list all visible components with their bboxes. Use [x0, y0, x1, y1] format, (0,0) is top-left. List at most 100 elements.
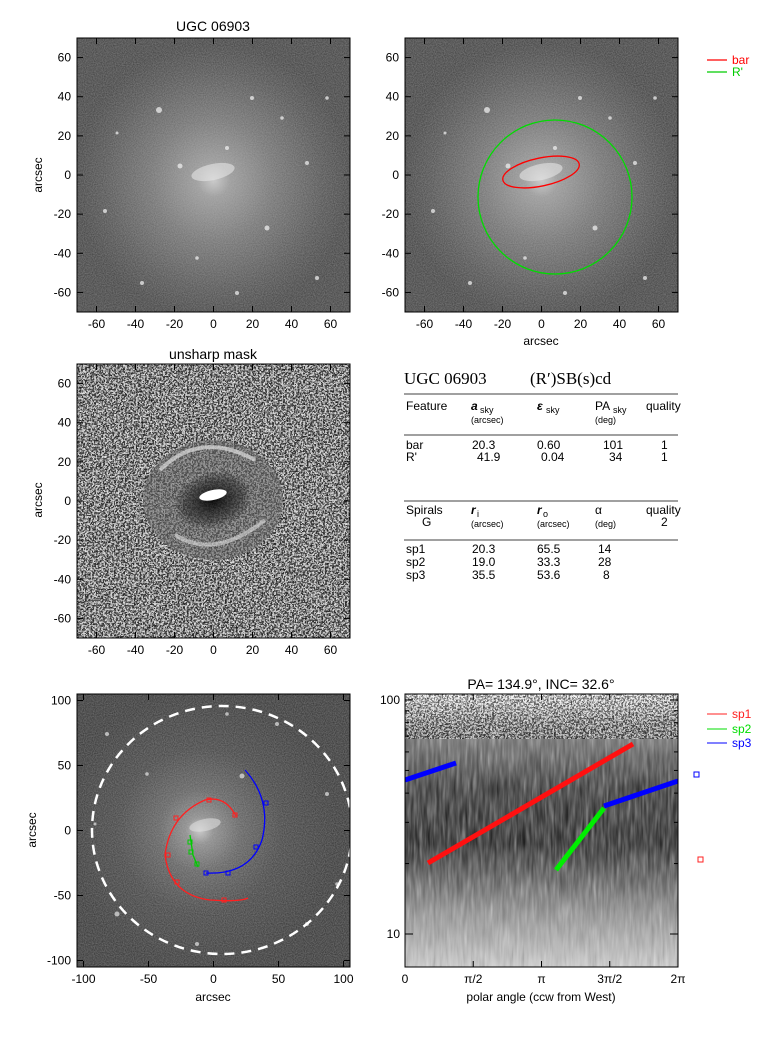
- col-spirals: Spirals: [406, 503, 443, 517]
- spiral-row: sp2 19.0 33.3 28: [406, 555, 612, 569]
- x-tick-label: 20: [574, 317, 588, 331]
- x-tick-label: 20: [246, 643, 260, 657]
- sp2-arc: [189, 834, 199, 868]
- panel3-ylabel: arcsec: [31, 482, 45, 517]
- y-tick-label: -100: [47, 954, 71, 968]
- x-tick-label: -20: [166, 317, 184, 331]
- col-ri-sub: i: [477, 509, 479, 519]
- spiral-ri: 19.0: [472, 555, 496, 569]
- x-tick-label: 2π: [671, 972, 686, 986]
- x-tick-label: 60: [324, 643, 338, 657]
- col-ro-sub: o: [543, 509, 548, 519]
- parameter-table: UGC 06903 (R′)SB(s)cd Feature a sky (arc…: [404, 369, 681, 582]
- feature-name: bar: [406, 438, 423, 452]
- col-alpha: α: [595, 503, 602, 517]
- col-a-unit: (arcsec): [471, 415, 504, 425]
- spiral-quality-value: 2: [661, 515, 668, 529]
- ring-circle: [477, 119, 633, 275]
- marker-blue: [693, 771, 700, 778]
- x-tick-label: 40: [285, 317, 299, 331]
- x-tick-label: 0: [402, 972, 409, 986]
- spiral-ro: 33.3: [537, 555, 561, 569]
- marker-red: [697, 856, 704, 863]
- sp1-fit-line: [426, 741, 635, 866]
- y-tick-label: 40: [58, 90, 72, 104]
- y-tick-label: -20: [54, 533, 72, 547]
- panel5-xlabel: arcsec: [195, 990, 230, 1004]
- panel6-xlabel: polar angle (ccw from West): [466, 990, 615, 1004]
- y-tick-label: 0: [64, 168, 71, 182]
- y-tick-label: -20: [382, 207, 400, 221]
- y-tick-label: 60: [386, 51, 400, 65]
- x-tick-label: -60: [88, 317, 106, 331]
- sp3-fit-line-b: [603, 778, 678, 809]
- y-tick-label: -40: [382, 246, 400, 260]
- panel5-ylabel: arcsec: [25, 812, 39, 847]
- spiral-name: sp1: [406, 542, 426, 556]
- spiral-ri: 35.5: [472, 568, 496, 582]
- spiral-alpha: 28: [598, 555, 612, 569]
- y-tick-label: 0: [64, 824, 71, 838]
- legend-bar: bar: [732, 53, 749, 67]
- panel6-legend: sp1 sp2 sp3: [693, 707, 752, 863]
- x-tick-label: -20: [166, 643, 184, 657]
- col-quality: quality: [646, 399, 681, 413]
- feature-quality: 1: [661, 438, 668, 452]
- panel1-ylabel: arcsec: [31, 157, 45, 192]
- x-tick-label: 0: [538, 317, 545, 331]
- sp3-fit-line-a: [405, 760, 457, 783]
- y-tick-label: -60: [382, 285, 400, 299]
- x-tick-label: -60: [88, 643, 106, 657]
- y-tick-label: 0: [64, 494, 71, 508]
- y-tick-label: -50: [54, 889, 72, 903]
- panel3-title: unsharp mask: [169, 346, 258, 362]
- legend-sp3: sp3: [732, 736, 752, 750]
- panel6-title: PA= 134.9°, INC= 32.6°: [467, 676, 614, 692]
- x-tick-label: -40: [127, 643, 145, 657]
- feature-row: bar 20.3 0.60 101 1: [406, 438, 668, 452]
- x-tick-label: 0: [210, 317, 217, 331]
- y-tick-label: 100: [380, 693, 400, 707]
- x-tick-label: -20: [494, 317, 512, 331]
- panel1-title: UGC 06903: [176, 18, 250, 34]
- spiral-row: sp1 20.3 65.5 14: [406, 542, 612, 556]
- x-tick-label: π: [537, 972, 545, 986]
- col-ro-unit: (arcsec): [537, 519, 570, 529]
- x-tick-label: -100: [71, 972, 95, 986]
- y-tick-label: 40: [386, 90, 400, 104]
- x-tick-label: 3π/2: [597, 972, 622, 986]
- bar-ellipse: [502, 155, 580, 189]
- sp2-fit-line: [554, 806, 606, 872]
- x-tick-label: π/2: [464, 972, 483, 986]
- sp1-arc: [164, 798, 249, 902]
- y-tick-label: -60: [54, 285, 72, 299]
- x-tick-label: 50: [272, 972, 286, 986]
- col-a: a: [471, 399, 478, 413]
- y-tick-label: -40: [54, 572, 72, 586]
- legend-ring: R': [732, 65, 743, 79]
- feature-quality: 1: [661, 450, 668, 464]
- spiral-alpha: 8: [603, 568, 610, 582]
- y-tick-label: -40: [54, 246, 72, 260]
- spiral-ro: 53.6: [537, 568, 561, 582]
- panel-spiral-overlay: -100 -50 0 50 100 100 50 0 -50 -100 arcsec arcsec: [25, 693, 354, 1004]
- feature-row: R' 41.9 0.04 34 1: [406, 450, 668, 464]
- disk-ellipse: [90, 704, 350, 956]
- col-pa-unit: (deg): [595, 415, 616, 425]
- col-ri-unit: (arcsec): [471, 519, 504, 529]
- col-e-sub: sky: [546, 405, 560, 415]
- panel2-xlabel: arcsec: [523, 334, 558, 348]
- feature-a: 20.3: [472, 438, 496, 452]
- table-galaxy-class: (R′)SB(s)cd: [530, 369, 612, 388]
- x-tick-label: 40: [613, 317, 627, 331]
- spiral-ro: 65.5: [537, 542, 561, 556]
- y-tick-label: 0: [392, 168, 399, 182]
- legend-sp2: sp2: [732, 722, 752, 736]
- x-tick-label: 60: [324, 317, 338, 331]
- x-tick-label: -40: [455, 317, 473, 331]
- y-tick-label: 20: [58, 129, 72, 143]
- x-tick-label: -60: [416, 317, 434, 331]
- x-tick-label: 40: [285, 643, 299, 657]
